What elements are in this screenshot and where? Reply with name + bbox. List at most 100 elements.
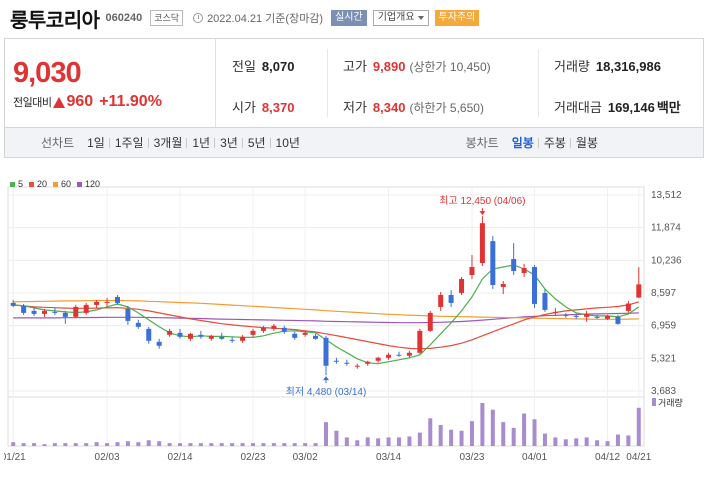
min-annotation: 최저 4,480 (03/14): [286, 386, 367, 398]
stock-name: 룽투코리아: [10, 9, 100, 32]
volume-bar: [94, 442, 99, 446]
change-percent: +11.90%: [99, 93, 162, 110]
candle-body: [490, 241, 496, 285]
min-arrow-head: [323, 376, 329, 381]
candle-body: [573, 315, 579, 317]
low-cell: 저가 8,340 (하한가 5,650): [343, 97, 484, 116]
x-tick-label: 04/01: [522, 452, 547, 463]
legend-swatch: [77, 181, 83, 187]
volume-bar: [32, 443, 37, 446]
investment-warning-badge[interactable]: 투자주의: [434, 10, 480, 26]
volume-bar: [501, 422, 506, 446]
volume-bar: [115, 442, 120, 446]
candle-body: [52, 311, 58, 313]
candle-body: [260, 327, 266, 331]
tab-10y[interactable]: 10년: [269, 136, 305, 150]
volume-bar: [303, 443, 308, 446]
legend-ma60: 60: [53, 179, 71, 189]
candle-body: [386, 354, 392, 358]
candle-body: [563, 314, 569, 316]
tab-3m[interactable]: 3개월: [147, 136, 188, 150]
x-tick-label: 03/14: [376, 452, 401, 463]
tab-5y[interactable]: 5년: [241, 136, 271, 150]
volume-bar: [251, 443, 256, 446]
volume-bar: [605, 441, 610, 446]
legend-ma20: 20: [29, 179, 47, 189]
change-row: 전일대비 960 +11.90%: [13, 93, 162, 111]
candle-body: [21, 305, 27, 313]
volume-bar: [574, 438, 579, 446]
volume-bar: [105, 443, 110, 446]
tab-daily[interactable]: 일봉: [511, 135, 534, 150]
volume-bar: [209, 443, 214, 446]
volume-bar: [157, 441, 162, 446]
volume-bar: [459, 430, 464, 446]
company-info-dropdown[interactable]: 기업개요: [372, 10, 429, 26]
high-label: 고가: [343, 59, 367, 74]
volume-bar: [73, 443, 78, 446]
x-tick-label: 03/23: [459, 452, 484, 463]
chart-period-tabs: 선차트 1일 1주일 3개월 1년 3년 5년 10년 봉차트 일봉 주봉 월봉: [4, 127, 704, 158]
line-chart-label[interactable]: 선차트: [41, 135, 75, 150]
volume-bar: [178, 443, 183, 446]
chevron-down-icon: [417, 16, 424, 20]
tab-3y[interactable]: 3년: [214, 136, 243, 150]
tab-1w[interactable]: 1주일: [108, 136, 149, 150]
x-tick-label: 02/14: [168, 452, 193, 463]
volume-legend-swatch: [652, 398, 656, 406]
candle-body: [469, 267, 475, 276]
x-tick-label: 03/02: [293, 452, 318, 463]
volume-bar: [84, 443, 89, 446]
candle-body: [292, 333, 298, 338]
tab-weekly[interactable]: 주봉: [537, 136, 571, 150]
open-label: 시가: [232, 100, 256, 115]
volume-bar: [615, 434, 620, 446]
legend-swatch: [53, 181, 59, 187]
candle-body: [479, 223, 485, 264]
candle-body: [240, 336, 246, 341]
candle-body: [459, 278, 465, 293]
candle-body: [313, 335, 319, 339]
candle-body: [281, 327, 287, 332]
price-summary: 9,030 전일대비 960 +11.90% 전일 8,070 시가 8,370…: [4, 38, 704, 127]
candle-chart-label[interactable]: 봉차트: [465, 135, 499, 150]
candle-body: [396, 354, 402, 356]
y-tick-label: 13,512: [651, 190, 682, 201]
candle-body: [365, 361, 371, 364]
legend-label: 120: [85, 179, 101, 189]
candle-body: [636, 284, 642, 298]
tab-1d[interactable]: 1일: [87, 135, 105, 150]
volume-bar: [511, 427, 516, 446]
upper-limit: (상한가 10,450): [409, 60, 491, 74]
volume-bar: [584, 437, 589, 446]
market-badge: 코스닥: [150, 10, 184, 26]
stock-code: 060240: [105, 12, 143, 24]
candle-body: [542, 292, 548, 310]
legend-swatch: [10, 181, 15, 187]
volume-bar: [365, 437, 370, 446]
divider: [327, 49, 328, 117]
candle-body: [62, 312, 68, 317]
volume-bar: [636, 407, 641, 446]
volume-bar: [313, 443, 318, 446]
company-info-label: 기업개요: [377, 12, 415, 23]
candle-body: [354, 365, 360, 367]
tab-monthly[interactable]: 월봉: [569, 136, 603, 150]
volume-bar: [167, 443, 172, 446]
amount-label: 거래대금: [554, 100, 602, 115]
current-price: 9,030: [13, 57, 82, 89]
change-label: 전일대비: [13, 97, 52, 109]
volume-bar: [334, 430, 339, 446]
low-value: 8,340: [372, 100, 406, 115]
candle-body: [511, 259, 517, 272]
volume-bar: [532, 419, 537, 446]
amount-unit: 백만: [656, 100, 681, 115]
candle-body: [406, 352, 412, 356]
x-tick-label: 02/23: [241, 452, 266, 463]
tab-1y[interactable]: 1년: [186, 136, 215, 150]
clock-icon: [193, 13, 204, 23]
realtime-button[interactable]: 실시간: [331, 10, 367, 26]
candle-body: [146, 328, 152, 341]
candle-body: [427, 312, 433, 331]
volume-bar: [542, 433, 547, 446]
